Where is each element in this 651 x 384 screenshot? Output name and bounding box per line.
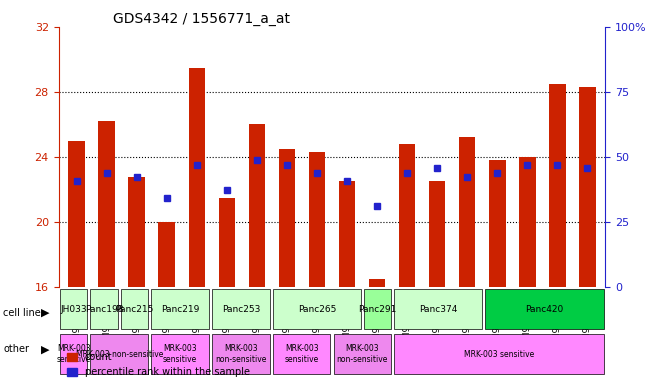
Bar [309, 152, 326, 287]
Bar [429, 181, 445, 287]
Bar [279, 149, 295, 287]
Text: Panc198: Panc198 [85, 305, 124, 314]
Text: cell line: cell line [3, 308, 41, 318]
FancyBboxPatch shape [333, 334, 391, 374]
Text: MRK-003
sensitive: MRK-003 sensitive [284, 344, 319, 364]
Text: Panc374: Panc374 [419, 305, 458, 314]
FancyBboxPatch shape [60, 289, 87, 329]
Bar [579, 87, 596, 287]
Text: Panc215: Panc215 [115, 305, 154, 314]
FancyBboxPatch shape [395, 334, 604, 374]
Text: GDS4342 / 1556771_a_at: GDS4342 / 1556771_a_at [113, 12, 290, 26]
FancyBboxPatch shape [60, 334, 87, 374]
Bar [189, 68, 205, 287]
Bar [128, 177, 145, 287]
Bar [68, 141, 85, 287]
Text: MRK-003
sensitive: MRK-003 sensitive [163, 344, 197, 364]
FancyBboxPatch shape [212, 289, 270, 329]
Bar [98, 121, 115, 287]
FancyBboxPatch shape [364, 289, 391, 329]
Bar [549, 84, 566, 287]
Bar [219, 198, 235, 287]
Bar [158, 222, 175, 287]
FancyBboxPatch shape [121, 289, 148, 329]
Text: other: other [3, 344, 29, 354]
FancyBboxPatch shape [273, 289, 361, 329]
FancyBboxPatch shape [151, 289, 209, 329]
Text: ▶: ▶ [41, 344, 49, 354]
Bar [249, 124, 265, 287]
FancyBboxPatch shape [90, 289, 118, 329]
Text: Panc420: Panc420 [525, 305, 564, 314]
Bar [489, 160, 506, 287]
Bar [459, 137, 475, 287]
Bar [339, 181, 355, 287]
FancyBboxPatch shape [90, 334, 148, 374]
Text: MRK-003 sensitive: MRK-003 sensitive [464, 349, 534, 359]
Text: Panc219: Panc219 [161, 305, 199, 314]
Text: MRK-003
non-sensitive: MRK-003 non-sensitive [215, 344, 266, 364]
Text: MRK-003
sensitive: MRK-003 sensitive [57, 344, 91, 364]
FancyBboxPatch shape [212, 334, 270, 374]
FancyBboxPatch shape [273, 334, 331, 374]
Bar [519, 157, 536, 287]
Text: ▶: ▶ [41, 308, 49, 318]
FancyBboxPatch shape [395, 289, 482, 329]
Text: Panc291: Panc291 [359, 305, 396, 314]
FancyBboxPatch shape [151, 334, 209, 374]
Text: Panc265: Panc265 [298, 305, 336, 314]
Text: JH033: JH033 [61, 305, 87, 314]
Text: MRK-003 non-sensitive: MRK-003 non-sensitive [76, 349, 163, 359]
FancyBboxPatch shape [486, 289, 604, 329]
Text: Panc253: Panc253 [222, 305, 260, 314]
Bar [369, 279, 385, 287]
Bar [399, 144, 415, 287]
Legend: count, percentile rank within the sample: count, percentile rank within the sample [63, 348, 254, 381]
Text: MRK-003
non-sensitive: MRK-003 non-sensitive [337, 344, 388, 364]
